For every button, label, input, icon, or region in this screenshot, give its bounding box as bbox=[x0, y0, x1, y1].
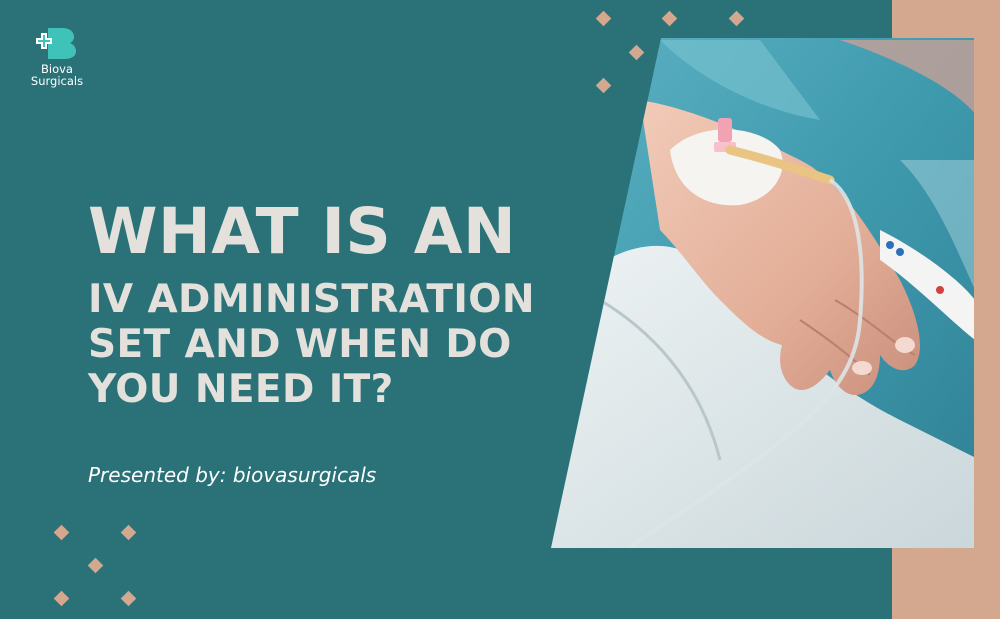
headline-line1: WHAT IS AN bbox=[88, 195, 517, 268]
brand-name: Biova Surgicals bbox=[22, 63, 92, 87]
medical-cross-b-logo-icon bbox=[36, 28, 76, 59]
brand-logo: Biova Surgicals bbox=[22, 26, 92, 96]
headline-line4: YOU NEED IT? bbox=[88, 367, 394, 412]
headline-line2: IV ADMINISTRATION bbox=[88, 277, 535, 322]
headline-line3: SET AND WHEN DO bbox=[88, 322, 512, 367]
brand-name-line1: Biova bbox=[41, 62, 73, 76]
presenter-credit: Presented by: biovasurgicals bbox=[88, 463, 377, 487]
headline: WHAT IS AN IV ADMINISTRATION SET AND WHE… bbox=[88, 195, 535, 413]
brand-name-line2: Surgicals bbox=[30, 74, 84, 88]
